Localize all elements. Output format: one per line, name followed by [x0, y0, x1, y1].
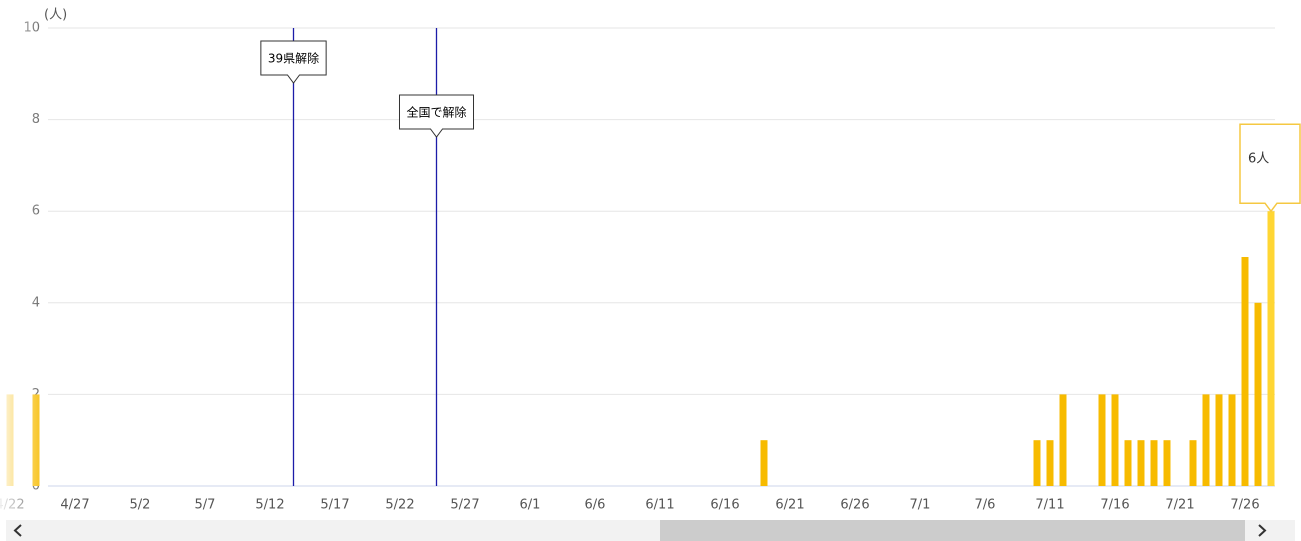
bar [760, 440, 768, 486]
plot-line-label-box [260, 40, 327, 84]
x-tick-label: 6/6 [585, 498, 606, 513]
bar [1267, 211, 1275, 486]
bar [1241, 257, 1249, 486]
bar [1163, 440, 1171, 486]
scroll-fade [0, 20, 48, 525]
bar [1124, 440, 1132, 486]
x-tick-label: 5/7 [195, 498, 216, 513]
bar [1059, 394, 1067, 486]
x-tick-label: 4/27 [60, 498, 89, 513]
x-tick-label: 7/11 [1035, 498, 1064, 513]
bar [1098, 394, 1106, 486]
bar [1189, 440, 1197, 486]
x-tick-label: 6/26 [840, 498, 869, 513]
plot-line-label: 39県解除 [268, 51, 319, 66]
x-tick-label: 5/12 [255, 498, 284, 513]
y-unit-label: (人) [44, 8, 67, 23]
scrollbar-thumb[interactable] [660, 520, 1245, 541]
x-tick-label: 5/27 [450, 498, 479, 513]
x-tick-label: 5/17 [320, 498, 349, 513]
tooltip: 6人 [1239, 123, 1301, 213]
scroll-right-arrow[interactable] [1258, 524, 1267, 537]
bar [1111, 394, 1119, 486]
x-tick-label: 5/2 [130, 498, 151, 513]
x-tick-label: 6/21 [775, 498, 804, 513]
plot-line-label: 全国で解除 [406, 105, 466, 120]
x-tick-label: 7/16 [1100, 498, 1129, 513]
bar [1215, 394, 1223, 486]
scrollbar[interactable] [6, 520, 1295, 541]
tooltip-box [1239, 123, 1301, 213]
x-tick-label: 6/1 [520, 498, 541, 513]
plot-area: 02468104/224/275/25/75/125/175/225/276/1… [0, 21, 1275, 513]
scroll-left-arrow[interactable] [13, 524, 22, 537]
bar [1046, 440, 1054, 486]
x-tick-label: 6/11 [645, 498, 674, 513]
x-tick-label: 7/26 [1230, 498, 1259, 513]
bar [1228, 394, 1236, 486]
plot-line-label-box [398, 94, 475, 138]
bar [1033, 440, 1041, 486]
x-tick-label: 7/21 [1165, 498, 1194, 513]
tooltip-value: 6人 [1248, 152, 1269, 167]
x-tick-label: 6/16 [710, 498, 739, 513]
bar [1150, 440, 1158, 486]
x-tick-label: 7/6 [975, 498, 996, 513]
x-tick-label: 7/1 [910, 498, 931, 513]
bar [1254, 302, 1262, 486]
x-tick-label: 5/22 [385, 498, 414, 513]
bar [1137, 440, 1145, 486]
bar [1202, 394, 1210, 486]
